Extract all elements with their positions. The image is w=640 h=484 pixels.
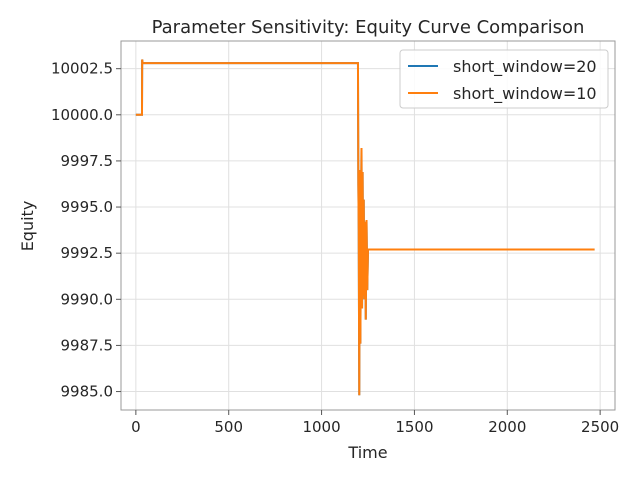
x-tick-label: 500: [214, 418, 243, 436]
y-axis-ticks: 9985.0 9987.5 9990.0 9992.5 9995.0 9997.5 1000…: [51, 60, 121, 401]
legend-label-0: short_window=20: [453, 57, 597, 77]
x-tick-label: 1500: [395, 418, 433, 436]
x-axis-ticks: 0 500 1000 1500 2000 2500: [131, 410, 619, 436]
y-tick-label: 9985.0: [61, 383, 114, 401]
x-tick-label: 1000: [302, 418, 340, 436]
plot-frame: [120, 40, 616, 411]
y-tick-label: 10002.5: [51, 60, 113, 78]
x-tick-label: 2000: [488, 418, 526, 436]
legend-box: [399, 49, 609, 109]
y-axis-label: Equity: [18, 201, 37, 252]
x-tick-label: 0: [131, 418, 141, 436]
x-axis-label: Time: [347, 443, 387, 462]
x-tick-label: 2500: [581, 418, 619, 436]
y-tick-label: 9990.0: [61, 290, 114, 308]
y-tick-label: 9987.5: [61, 336, 114, 354]
y-tick-label: 9997.5: [61, 152, 114, 170]
series-line-1: [135, 59, 595, 396]
chart-title: Parameter Sensitivity: Equity Curve Comp…: [152, 17, 585, 38]
series-layer: [135, 59, 595, 396]
legend-label-1: short_window=10: [453, 84, 597, 104]
y-tick-label: 9992.5: [61, 244, 114, 262]
legend: short_window=20 short_window=10: [399, 49, 609, 109]
y-tick-label: 9995.0: [61, 198, 114, 216]
y-tick-label: 10000.0: [51, 106, 113, 124]
